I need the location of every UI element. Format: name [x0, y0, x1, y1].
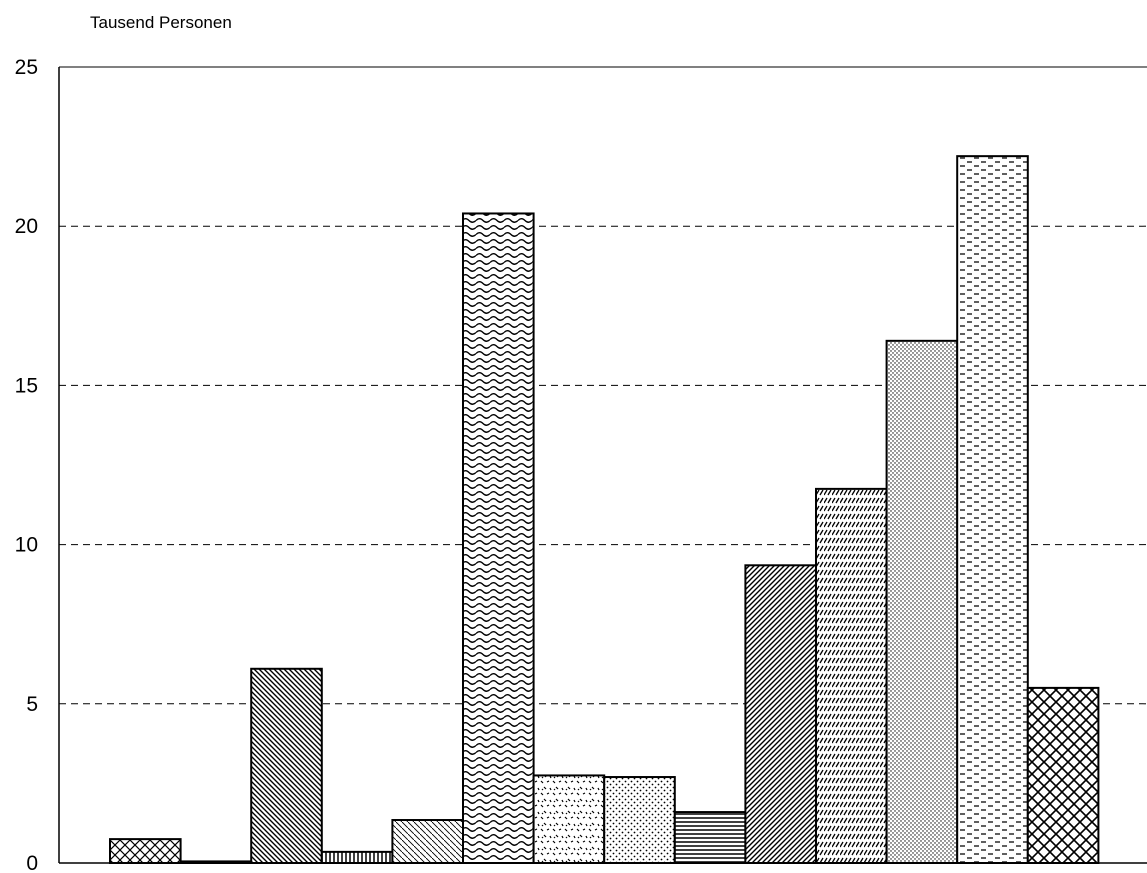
bar-10: [744, 564, 818, 865]
y-tick-label: 5: [26, 693, 38, 716]
bar-3: [250, 667, 323, 864]
y-tick-label: 25: [15, 56, 38, 79]
bars: [109, 155, 1100, 865]
y-tick-label: 10: [15, 534, 38, 557]
bar-9: [673, 811, 747, 865]
bar-14: [1026, 686, 1100, 864]
bar-5: [391, 819, 464, 864]
bar-7: [532, 774, 606, 864]
y-tick-labels: 0 5 10 15 20 25: [15, 56, 38, 873]
bar-12: [885, 339, 959, 865]
bar-13: [956, 155, 1029, 865]
bar-1: [109, 838, 182, 864]
bar-4: [320, 850, 394, 865]
y-axis-label: Tausend Personen: [90, 13, 232, 32]
bar-11: [815, 487, 888, 864]
y-tick-label: 15: [15, 374, 38, 397]
y-tick-label: 0: [26, 852, 38, 873]
bar-8: [603, 776, 676, 864]
bar-6: [462, 212, 535, 865]
y-tick-label: 20: [15, 215, 38, 238]
